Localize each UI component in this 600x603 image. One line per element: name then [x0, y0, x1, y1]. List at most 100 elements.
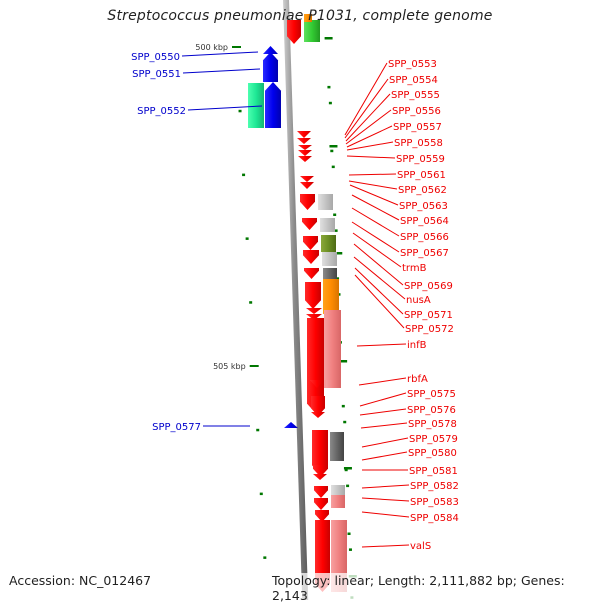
forward-gene-SPP_0552: [265, 82, 281, 128]
reverse-gene: [300, 194, 315, 210]
gene-label-SPP_0559: SPP_0559: [396, 154, 445, 165]
label-connector: [361, 544, 410, 548]
gene-label-valS: valS: [410, 541, 431, 552]
reverse-gene: [303, 236, 318, 250]
gene-label-SPP_0579: SPP_0579: [409, 434, 458, 445]
label-connector: [182, 68, 261, 74]
minor-tick: [331, 165, 335, 169]
minor-tick: [328, 101, 332, 105]
gene-label-SPP_0553: SPP_0553: [388, 59, 437, 70]
genome-backbone: [283, 0, 309, 600]
label-connector: [346, 125, 393, 148]
gene-label-SPP_0569: SPP_0569: [404, 281, 453, 292]
minor-tick: [242, 173, 246, 177]
forward-gene-SPP_0550: [263, 46, 278, 54]
reverse-gene: [298, 145, 312, 150]
major-tick: [324, 37, 333, 40]
reverse-gene: [305, 282, 321, 309]
forward-gene-SPP_0551: [263, 52, 278, 82]
gene-labels: SPP_0550 SPP_0551 SPP_0552 SPP_0577 SPP_0553…: [131, 51, 459, 552]
gene-label-SPP_0562: SPP_0562: [398, 185, 447, 196]
major-tick: [339, 360, 348, 363]
gene-label-SPP_0555: SPP_0555: [391, 90, 440, 101]
gene-label-SPP_0563: SPP_0563: [399, 201, 448, 212]
minor-tick: [341, 404, 345, 408]
gene-label-SPP_0581: SPP_0581: [409, 466, 458, 477]
reverse-gene: [310, 380, 324, 388]
label-connector: [181, 51, 259, 57]
label-connector: [346, 141, 394, 151]
reverse-gene: [287, 20, 301, 44]
genome-summary-text: Topology: linear; Length: 2,111,882 bp; …: [272, 573, 600, 603]
tick-label: 505 kbp: [213, 362, 246, 371]
reverse-gene: [297, 138, 311, 144]
gene-homolog: [326, 380, 340, 388]
label-connector: [344, 78, 389, 139]
reverse-gene: [300, 176, 314, 182]
label-connector: [361, 484, 410, 489]
gene-label-SPP_0557: SPP_0557: [393, 122, 442, 133]
reverse-gene: [304, 268, 319, 279]
label-connector: [348, 180, 398, 190]
minor-tick: [249, 301, 253, 304]
minor-tick: [259, 492, 263, 496]
label-connector: [345, 109, 392, 145]
label-connector: [346, 155, 396, 159]
gene-label-SPP_0580: SPP_0580: [408, 448, 457, 459]
label-connector: [344, 62, 388, 136]
reverse-gene-homolog: [304, 14, 312, 22]
reverse-gene: [315, 510, 329, 522]
label-connector: [356, 343, 407, 347]
label-connector: [351, 194, 400, 221]
gene-features: [248, 14, 347, 592]
gene-label-SPP_0566: SPP_0566: [400, 232, 449, 243]
forward-gene-SPP_0577: [284, 422, 298, 428]
gene-label-SPP_0554: SPP_0554: [389, 75, 438, 86]
label-connector: [361, 437, 409, 448]
minor-tick: [327, 85, 331, 89]
label-connector: [353, 256, 406, 300]
gene-homolog: [321, 235, 336, 252]
minor-tick: [256, 428, 260, 432]
reverse-gene: [298, 156, 312, 162]
minor-tick: [348, 548, 352, 551]
gene-homolog: [320, 218, 335, 232]
gene-label-SPP_0552: SPP_0552: [137, 106, 186, 117]
label-connector: [359, 408, 407, 416]
gene-label-SPP_0571: SPP_0571: [404, 310, 453, 321]
reverse-gene: [307, 318, 324, 413]
gene-label-SPP_0550: SPP_0550: [131, 52, 180, 63]
gene-label-nusA: nusA: [406, 295, 431, 306]
tick-label: 500 kbp: [195, 43, 228, 52]
gene-label-SPP_0578: SPP_0578: [408, 419, 457, 430]
minor-tick: [334, 229, 338, 232]
label-connector: [351, 221, 400, 253]
gene-label-SPP_0551: SPP_0551: [132, 69, 181, 80]
gene-homolog: [330, 432, 344, 461]
reverse-gene: [314, 486, 328, 498]
reverse-gene: [300, 182, 314, 189]
gene-label-SPP_0567: SPP_0567: [400, 248, 449, 259]
backbone-layer: [283, 0, 309, 600]
gene-label-SPP_0583: SPP_0583: [410, 497, 459, 508]
gene-label-SPP_0577: SPP_0577: [152, 422, 201, 433]
reverse-gene: [313, 474, 327, 480]
label-connector: [349, 184, 399, 206]
gene-homolog: [324, 310, 341, 388]
gene-label-SPP_0556: SPP_0556: [392, 106, 441, 117]
gene-label-SPP_0584: SPP_0584: [410, 513, 459, 524]
label-connector: [348, 173, 397, 176]
reverse-gene: [297, 131, 311, 138]
gene-label-SPP_0558: SPP_0558: [394, 138, 443, 149]
gene-homolog: [322, 252, 337, 266]
minor-tick: [263, 556, 267, 559]
forward-gene-homolog: [248, 83, 264, 128]
label-connector: [360, 422, 408, 429]
minor-tick: [347, 532, 351, 535]
major-tick: [329, 145, 338, 148]
label-connector: [352, 232, 402, 268]
label-connector: [354, 267, 404, 315]
gene-homolog: [323, 279, 339, 314]
minor-tick: [333, 213, 337, 216]
